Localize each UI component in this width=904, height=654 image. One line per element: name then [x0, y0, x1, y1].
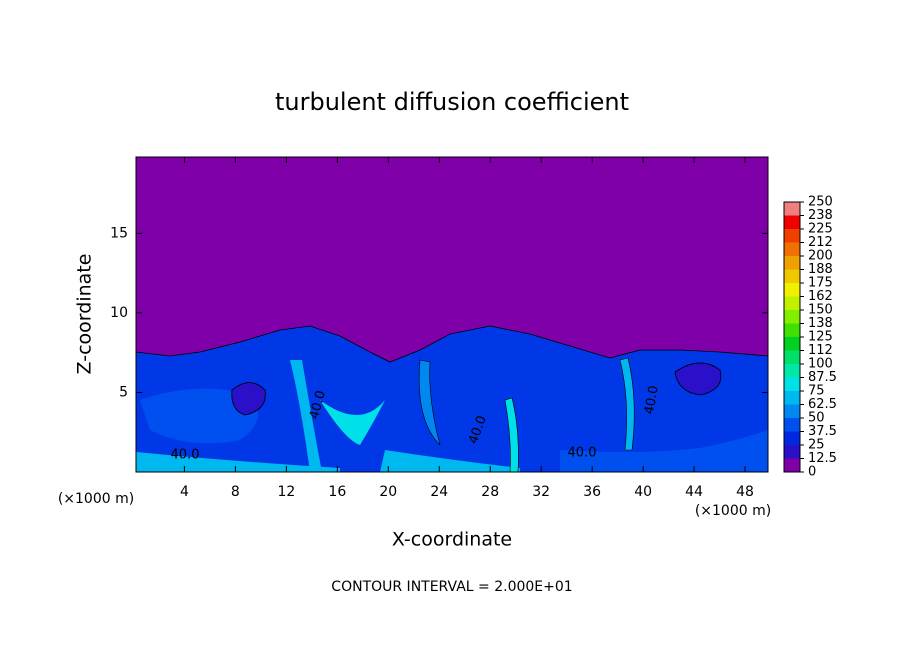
- colorbar-label: 75: [808, 384, 825, 399]
- colorbar-label: 125: [808, 330, 833, 345]
- contour-label: 40.0: [642, 384, 662, 415]
- x-axis-label: X-coordinate: [392, 529, 512, 551]
- x-tick-label: 4: [180, 484, 189, 500]
- x-tick-label: 20: [379, 484, 397, 500]
- x-tick-label: 16: [328, 484, 346, 500]
- x-unit-label: (×1000 m): [695, 503, 771, 519]
- x-tick-label: 24: [430, 484, 448, 500]
- x-tick-label: 44: [685, 484, 703, 500]
- y-axis-label: Z-coordinate: [74, 254, 96, 375]
- colorbar-band: [784, 377, 800, 391]
- colorbar-band: [784, 391, 800, 405]
- contour-label: 40.0: [568, 446, 597, 461]
- colorbar-label: 150: [808, 303, 833, 318]
- field-patch: [231, 382, 266, 416]
- contour-label: 40.0: [307, 389, 329, 421]
- field-streak: [290, 360, 322, 472]
- field-patch: [140, 388, 258, 444]
- x-tick-label: 40: [634, 484, 652, 500]
- colorbar-band: [784, 256, 800, 270]
- colorbar-label: 50: [808, 411, 825, 426]
- colorbar-label: 138: [808, 316, 833, 331]
- colorbar-band: [784, 364, 800, 378]
- colorbar-label: 250: [808, 195, 833, 210]
- colorbar-label: 200: [808, 249, 833, 264]
- colorbar-label: 62.5: [808, 397, 837, 412]
- field-streak: [619, 357, 635, 451]
- field-streak: [320, 400, 385, 445]
- x-unit-label: (×1000 m): [58, 491, 134, 507]
- colorbar-label: 238: [808, 208, 833, 223]
- colorbar-band: [784, 202, 800, 216]
- field-streak: [418, 359, 441, 447]
- colorbar-label: 37.5: [808, 424, 837, 439]
- colorbar-band: [784, 310, 800, 324]
- colorbar-label: 188: [808, 262, 833, 277]
- colorbar-band: [784, 215, 800, 229]
- x-tick-label: 8: [231, 484, 240, 500]
- colorbar-label: 112: [808, 343, 833, 358]
- contour-label: 40.0: [171, 448, 200, 463]
- colorbar-label: 225: [808, 222, 833, 237]
- colorbar-band: [784, 350, 800, 364]
- colorbar-band: [784, 445, 800, 459]
- field-streak: [136, 452, 340, 472]
- colorbar-band: [784, 296, 800, 310]
- colorbar-band: [784, 229, 800, 243]
- colorbar-label: 12.5: [808, 451, 837, 466]
- colorbar-label: 100: [808, 357, 833, 372]
- field: [135, 156, 769, 473]
- field-patch: [674, 362, 722, 396]
- colorbar-band: [784, 242, 800, 256]
- colorbar-label: 212: [808, 235, 833, 250]
- colorbar-label: 162: [808, 289, 833, 304]
- chart-title: turbulent diffusion coefficient: [275, 88, 629, 116]
- colorbar-band: [784, 431, 800, 445]
- colorbar-band: [784, 404, 800, 418]
- colorbar-label: 25: [808, 438, 825, 453]
- colorbar-band: [784, 269, 800, 283]
- x-tick-label: 28: [481, 484, 499, 500]
- colorbar-band: [784, 283, 800, 297]
- x-tick-label: 12: [277, 484, 295, 500]
- colorbar-label: 0: [808, 465, 816, 480]
- plot-frame: [135, 156, 769, 473]
- colorbar-band: [784, 458, 800, 472]
- field-streak: [380, 450, 520, 472]
- y-tick-label: 5: [119, 384, 128, 400]
- x-tick-label: 32: [532, 484, 550, 500]
- colorbar-band: [784, 323, 800, 337]
- footer: CONTOUR INTERVAL = 2.000E+01: [331, 579, 572, 595]
- colorbar-band: [784, 337, 800, 351]
- colorbar-label: 175: [808, 276, 833, 291]
- colorbar-band: [784, 418, 800, 432]
- x-tick-label: 36: [583, 484, 601, 500]
- y-tick-label: 15: [110, 225, 128, 241]
- colorbar-label: 87.5: [808, 370, 837, 385]
- y-tick-label: 10: [110, 305, 128, 321]
- x-tick-label: 48: [736, 484, 754, 500]
- field-patch: [560, 430, 768, 472]
